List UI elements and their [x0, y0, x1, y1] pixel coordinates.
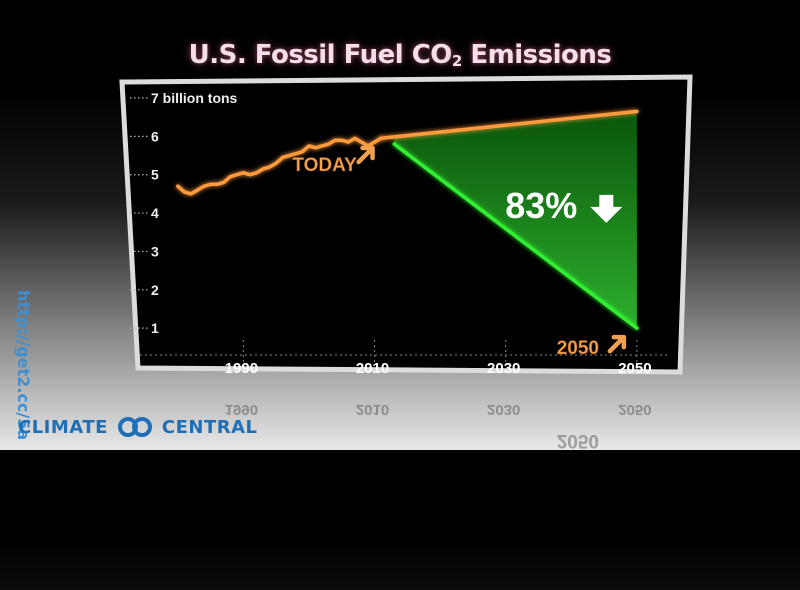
- year-2050-reflection: 2050: [557, 430, 599, 450]
- year-2050-arrow-icon: [607, 334, 627, 354]
- climate-central-logo: CLIMATE CENTRAL: [18, 414, 258, 440]
- x-tick-reflection: 2050: [618, 401, 651, 418]
- emissions-chart: 7 billion tons 6 5 4 3 2 1 1990 2010 2030 2050 TODA…: [119, 74, 693, 450]
- title-subscript: 2: [451, 52, 462, 70]
- y-tick-label: 3: [151, 243, 159, 259]
- y-tick-label: 4: [151, 205, 159, 221]
- x-tick-label: 2030: [487, 360, 520, 377]
- today-arrow-icon: [356, 145, 375, 165]
- reduction-percent-label: 83%: [505, 185, 577, 226]
- logo-text-right: CENTRAL: [161, 416, 258, 438]
- y-tick-label: 5: [151, 167, 159, 183]
- historical-emissions-line: [176, 136, 383, 196]
- x-tick-label: 1990: [225, 360, 258, 377]
- chart-title: U.S. Fossil Fuel CO2 Emissions: [0, 40, 800, 70]
- y-tick-label: 6: [151, 128, 159, 144]
- logo-text-left: CLIMATE: [18, 416, 108, 438]
- reduction-target-line: [392, 142, 639, 330]
- x-tick-label: 2050: [618, 360, 651, 377]
- year-2050-label: 2050: [557, 338, 599, 359]
- x-tick-label: 2010: [356, 360, 389, 377]
- x-tick-reflection: 2010: [356, 401, 389, 418]
- business-as-usual-line: [379, 109, 639, 141]
- down-arrow-icon: [590, 194, 623, 223]
- y-tick-label: 7 billion tons: [151, 90, 238, 106]
- today-label: TODAY: [292, 155, 357, 176]
- title-main: U.S. Fossil Fuel CO: [188, 40, 453, 70]
- y-tick-label: 2: [151, 282, 159, 298]
- y-tick-label: 1: [151, 320, 159, 336]
- x-tick-reflection: 2030: [487, 401, 520, 418]
- source-url[interactable]: http://get2.cc/5a: [14, 290, 33, 441]
- title-rest: Emissions: [461, 40, 612, 70]
- logo-rings-icon: [117, 417, 152, 437]
- chart-reflection: 1990 2010 2030 2050 2050: [225, 401, 652, 450]
- reduction-wedge: [394, 111, 637, 329]
- x-tick-reflection: 1990: [225, 401, 258, 418]
